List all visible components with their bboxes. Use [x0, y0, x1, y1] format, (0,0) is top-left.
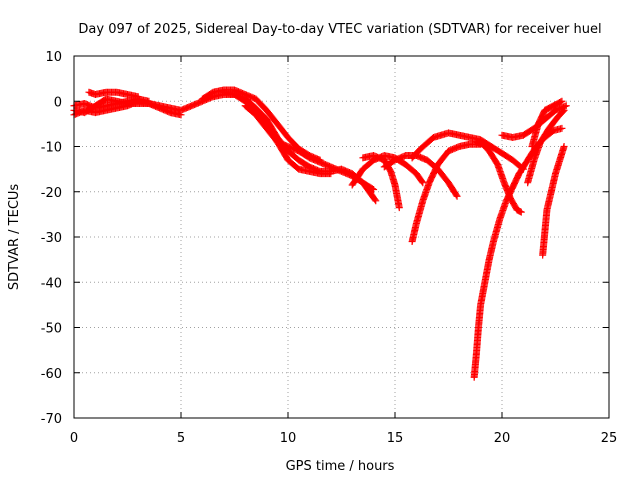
y-tick-label: -20 [41, 186, 62, 201]
data-point-marker [562, 102, 570, 110]
data-point-marker [177, 111, 185, 119]
y-tick-label: -60 [41, 367, 62, 382]
x-tick-label: 25 [601, 431, 618, 446]
series-arc-18 [528, 97, 566, 150]
y-tick-label: 10 [45, 50, 62, 65]
data-point-marker [560, 106, 568, 114]
data-point-marker [560, 143, 568, 150]
x-tick-label: 20 [494, 431, 511, 446]
series-arc-15 [472, 138, 525, 216]
y-tick-label: -40 [41, 276, 62, 291]
series-arc-03 [70, 95, 153, 112]
x-tick-label: 5 [177, 431, 185, 446]
data-point-marker [145, 97, 153, 105]
data-point-marker [559, 107, 567, 115]
y-tick-label: 0 [54, 95, 62, 110]
data-point-marker [452, 191, 460, 199]
y-tick-label: -50 [41, 322, 62, 337]
data-point-marker [558, 124, 566, 132]
series-arc-10 [359, 152, 403, 212]
data-point-marker [419, 179, 427, 187]
data-point-marker [453, 192, 461, 200]
series-arc-17 [524, 106, 568, 187]
data-point-marker [371, 196, 379, 204]
data-point-marker [558, 97, 566, 105]
data-point-marker [395, 204, 403, 212]
y-tick-label: -30 [41, 231, 62, 246]
y-tick-label: -10 [41, 141, 62, 156]
data-point-marker [134, 93, 142, 101]
x-axis-label: GPS time / hours [286, 459, 395, 474]
x-tick-label: 15 [387, 431, 404, 446]
y-axis-label: SDTVAR / TECUs [7, 184, 22, 291]
x-tick-label: 10 [280, 431, 297, 446]
series-arc-04 [85, 88, 142, 101]
data-point-marker [557, 98, 565, 106]
data-point-marker [418, 178, 426, 186]
axis-ticks: 0 5 10 15 20 25 10 0 -10 -20 -30 -40 -50 -60 -70 [41, 50, 618, 446]
series-arc-12 [408, 140, 485, 246]
series-arc-19 [539, 143, 568, 259]
chart-title: Day 097 of 2025, Sidereal Day-to-day VTE… [78, 22, 601, 37]
data-point-marker [517, 208, 525, 216]
x-tick-label: 0 [70, 431, 78, 446]
y-tick-label: -70 [41, 412, 62, 427]
data-point-marker [370, 185, 378, 193]
data-series [70, 86, 570, 381]
data-point-marker [372, 197, 380, 205]
